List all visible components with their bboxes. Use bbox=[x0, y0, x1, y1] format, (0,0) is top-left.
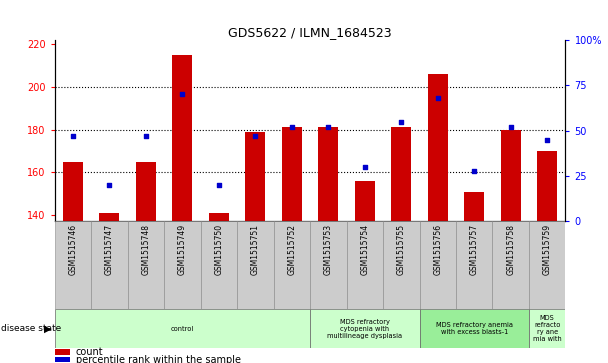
Text: MDS refractory
cytopenia with
multilineage dysplasia: MDS refractory cytopenia with multilinea… bbox=[327, 318, 402, 339]
Bar bbox=[318, 127, 338, 221]
Bar bbox=[55, 309, 310, 348]
Bar bbox=[354, 181, 375, 221]
Bar bbox=[55, 221, 91, 309]
Text: GSM1515749: GSM1515749 bbox=[178, 224, 187, 275]
Bar bbox=[172, 55, 192, 221]
Text: GSM1515758: GSM1515758 bbox=[506, 224, 515, 275]
Bar bbox=[420, 309, 529, 348]
Bar bbox=[529, 221, 565, 309]
Bar bbox=[201, 221, 237, 309]
Bar bbox=[91, 221, 128, 309]
Text: GSM1515753: GSM1515753 bbox=[324, 224, 333, 275]
Bar bbox=[282, 127, 302, 221]
Point bbox=[287, 124, 297, 130]
Text: GSM1515747: GSM1515747 bbox=[105, 224, 114, 275]
Bar bbox=[55, 357, 70, 362]
Bar bbox=[420, 221, 456, 309]
Bar bbox=[237, 221, 274, 309]
Title: GDS5622 / ILMN_1684523: GDS5622 / ILMN_1684523 bbox=[228, 26, 392, 39]
Bar bbox=[310, 221, 347, 309]
Bar bbox=[427, 74, 447, 221]
Text: GSM1515755: GSM1515755 bbox=[397, 224, 406, 275]
Bar bbox=[529, 309, 565, 348]
Text: GSM1515759: GSM1515759 bbox=[543, 224, 551, 275]
Bar bbox=[128, 221, 164, 309]
Point bbox=[506, 124, 516, 130]
Point bbox=[105, 182, 114, 188]
Text: GSM1515757: GSM1515757 bbox=[470, 224, 478, 275]
Point bbox=[250, 133, 260, 139]
Text: ▶: ▶ bbox=[44, 323, 52, 334]
Point bbox=[360, 164, 370, 170]
Bar bbox=[383, 221, 420, 309]
Text: GSM1515754: GSM1515754 bbox=[361, 224, 369, 275]
Text: GSM1515748: GSM1515748 bbox=[142, 224, 150, 275]
Point bbox=[469, 168, 479, 174]
Bar bbox=[164, 221, 201, 309]
Text: GSM1515752: GSM1515752 bbox=[288, 224, 296, 275]
Point bbox=[214, 182, 224, 188]
Bar bbox=[391, 127, 411, 221]
Point bbox=[141, 133, 151, 139]
Bar bbox=[245, 132, 265, 221]
Point bbox=[542, 137, 552, 143]
Bar bbox=[209, 213, 229, 221]
Bar bbox=[537, 151, 557, 221]
Bar bbox=[63, 162, 83, 221]
Point bbox=[433, 95, 443, 101]
Bar bbox=[464, 192, 484, 221]
Point bbox=[396, 119, 406, 125]
Text: count: count bbox=[76, 347, 103, 357]
Text: GSM1515756: GSM1515756 bbox=[434, 224, 442, 275]
Bar bbox=[136, 162, 156, 221]
Bar bbox=[492, 221, 529, 309]
Bar bbox=[456, 221, 492, 309]
Bar bbox=[347, 221, 383, 309]
Point bbox=[178, 91, 187, 97]
Bar bbox=[500, 130, 520, 221]
Text: GSM1515746: GSM1515746 bbox=[69, 224, 77, 275]
Text: percentile rank within the sample: percentile rank within the sample bbox=[76, 355, 241, 363]
Text: GSM1515750: GSM1515750 bbox=[215, 224, 223, 275]
Text: control: control bbox=[171, 326, 194, 331]
Bar bbox=[99, 213, 119, 221]
Point bbox=[68, 133, 78, 139]
Point bbox=[323, 124, 333, 130]
Text: disease state: disease state bbox=[1, 324, 61, 333]
Text: MDS
refracto
ry ane
mia with: MDS refracto ry ane mia with bbox=[533, 315, 562, 342]
Bar bbox=[55, 350, 70, 355]
Text: MDS refractory anemia
with excess blasts-1: MDS refractory anemia with excess blasts… bbox=[436, 322, 513, 335]
Bar bbox=[310, 309, 420, 348]
Bar bbox=[274, 221, 310, 309]
Text: GSM1515751: GSM1515751 bbox=[251, 224, 260, 275]
